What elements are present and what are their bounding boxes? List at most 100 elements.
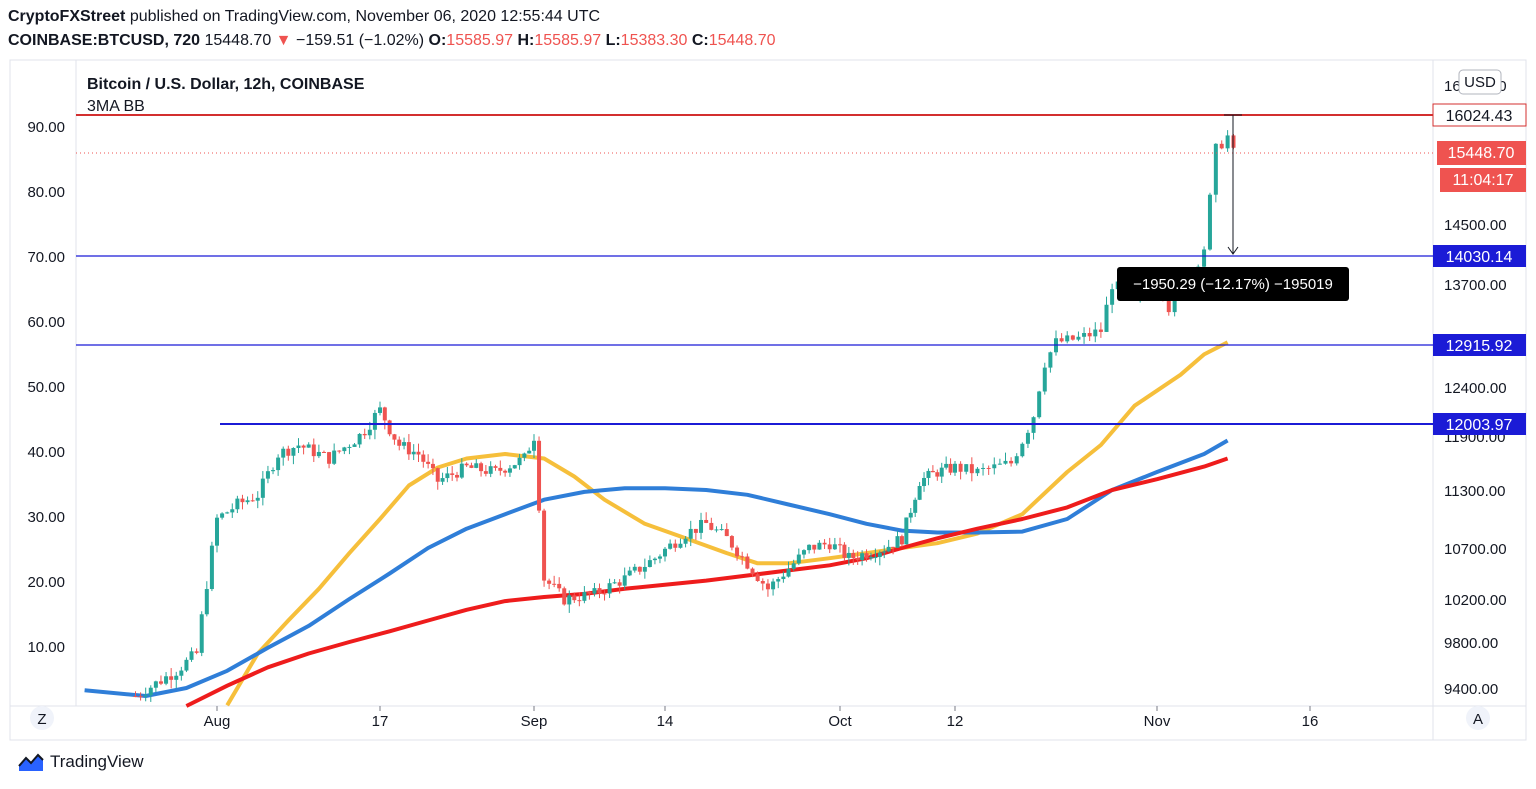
publisher-name[interactable]: CryptoFXStreet	[8, 8, 126, 25]
candle-body	[430, 463, 435, 469]
candle-body	[194, 651, 199, 653]
candle-body	[357, 433, 362, 445]
chart-title: Bitcoin / U.S. Dollar, 12h, COINBASE	[87, 76, 365, 93]
candle-body	[1048, 352, 1053, 368]
candle-body	[693, 528, 698, 533]
candle-body	[402, 442, 407, 446]
arrow-down-icon	[1227, 246, 1239, 255]
candle-body	[1219, 143, 1224, 149]
left-axis-tick: 60.00	[27, 314, 65, 331]
candle-body	[1098, 329, 1103, 332]
candle-body	[688, 528, 693, 539]
candle-body	[542, 510, 547, 581]
candle-body	[1003, 460, 1008, 464]
candle-body	[1202, 249, 1207, 267]
ohlc-header: COINBASE:BTCUSD, 720 15448.70 ▼ −159.51 …	[8, 32, 775, 50]
high-label: H:	[517, 32, 535, 49]
scale-button-a[interactable]	[1466, 706, 1490, 730]
candle-body	[997, 463, 1002, 465]
level-tag-label: 12003.97	[1446, 417, 1513, 434]
candle-body	[1059, 338, 1064, 342]
candle-body	[597, 588, 602, 594]
time-axis: Aug 17 Sep 14 Oct 12 Nov 16	[204, 706, 1318, 730]
candle-body	[964, 464, 969, 472]
right-axis-tick: 11300.00	[1444, 483, 1505, 500]
candle-body	[164, 676, 169, 684]
candle-body	[886, 546, 891, 552]
candle-body	[709, 522, 714, 530]
candle-body	[851, 552, 856, 559]
candle-body	[817, 542, 822, 550]
candle-body	[812, 544, 817, 550]
candle-body	[683, 538, 688, 544]
candle-body	[1009, 460, 1014, 464]
candle-body	[617, 582, 622, 586]
candle-body	[440, 478, 445, 482]
candle-body	[532, 440, 536, 451]
candle-body	[1076, 336, 1081, 340]
measure-tool[interactable]: −1950.29 (−12.17%) −195019	[1117, 114, 1349, 301]
candle-body	[276, 457, 281, 471]
candle-body	[367, 429, 372, 436]
candle-body	[321, 451, 326, 453]
candle-body	[791, 563, 796, 569]
candle-body	[944, 463, 949, 468]
candle-body	[1207, 194, 1212, 250]
candle-body	[1031, 417, 1036, 433]
candle-body	[426, 461, 431, 464]
level-tag	[1432, 103, 1527, 127]
candle-body	[517, 457, 522, 466]
candle-body	[503, 470, 508, 473]
level-tag	[1433, 413, 1526, 435]
candle-body	[1104, 304, 1109, 332]
right-axis: 16100.0014500.0013700.0012400.0011900.00…	[1444, 78, 1507, 698]
candle-body	[372, 412, 377, 430]
candle-body	[1110, 289, 1115, 305]
candle-body	[926, 470, 931, 478]
candle-body	[567, 595, 572, 605]
candle-body	[133, 696, 138, 698]
candle-body	[362, 433, 367, 436]
candle-body	[301, 445, 306, 448]
candle-body	[873, 557, 878, 559]
scale-button-z[interactable]	[30, 706, 54, 730]
footer-brand-label: TradingView	[50, 752, 144, 771]
candle-body	[148, 687, 153, 696]
symbol-label: COINBASE:BTCUSD, 720	[8, 32, 201, 49]
candle-body	[557, 583, 562, 589]
countdown-label: 11:04:17	[1452, 172, 1513, 189]
candles	[133, 130, 1236, 702]
last-price-tag-label: 15448.70	[1448, 145, 1515, 162]
low-value: 15383.30	[620, 32, 688, 49]
right-axis-tick: 12400.00	[1444, 380, 1507, 397]
candle-body	[838, 544, 842, 546]
candle-body	[174, 675, 179, 680]
candle-body	[807, 544, 812, 551]
footer-brand[interactable]: TradingView	[18, 752, 144, 772]
candle-body	[220, 513, 225, 518]
candle-body	[547, 580, 552, 584]
candle-body	[1014, 456, 1019, 464]
candle-body	[1172, 298, 1177, 313]
candle-body	[760, 580, 765, 584]
candle-body	[483, 471, 488, 474]
indicator-label[interactable]: 3MA BB	[87, 98, 145, 115]
candle-body	[786, 568, 791, 577]
chart-frame	[9, 59, 1527, 741]
close-value: 15448.70	[708, 32, 776, 49]
time-axis-tick: Aug	[204, 713, 231, 730]
currency-button[interactable]	[1458, 69, 1502, 95]
scale-button-a-label: A	[1473, 711, 1483, 728]
right-axis-tick: 13700.00	[1444, 277, 1507, 294]
candle-body	[981, 467, 986, 469]
candle-body	[378, 407, 382, 413]
candle-body	[459, 463, 464, 478]
candle-body	[673, 543, 678, 548]
time-axis-tick: 12	[947, 713, 964, 730]
candle-body	[958, 463, 963, 472]
candle-body	[281, 448, 286, 458]
candle-body	[138, 696, 143, 698]
candle-body	[935, 472, 940, 477]
candle-body	[587, 591, 592, 594]
